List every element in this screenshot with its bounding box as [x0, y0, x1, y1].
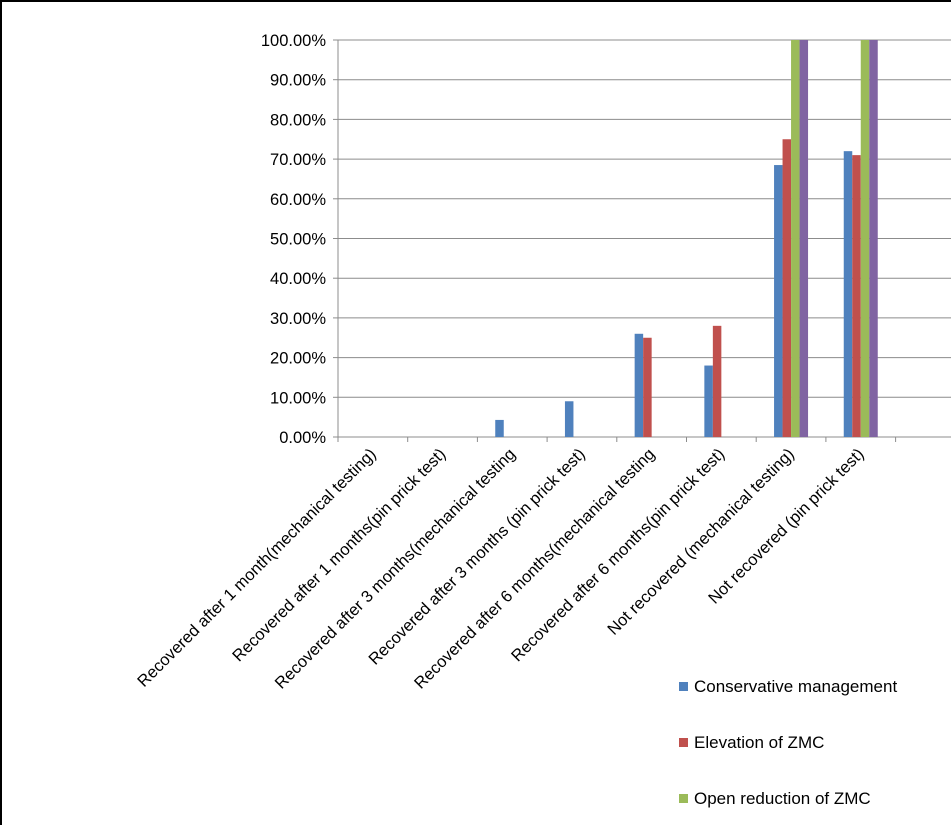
- bar: [774, 165, 783, 437]
- y-tick-label: 100.00%: [261, 32, 326, 50]
- y-tick-label: 90.00%: [270, 72, 326, 90]
- bar: [634, 333, 644, 437]
- bar: [782, 139, 792, 437]
- y-tick-label: 0.00%: [279, 429, 326, 447]
- bar: [712, 325, 722, 437]
- x-tick-labels: Recovered after 1 month(mechanical testi…: [134, 445, 867, 692]
- y-tick-label: 40.00%: [270, 270, 326, 288]
- gridlines: [338, 39, 951, 398]
- y-tick-label: 80.00%: [270, 111, 326, 129]
- y-tick-label: 20.00%: [270, 350, 326, 368]
- legend-swatch: [679, 738, 688, 747]
- bar: [869, 40, 878, 437]
- legend-label: Elevation of ZMC: [694, 733, 824, 752]
- bar: [643, 337, 652, 437]
- y-tick-label: 30.00%: [270, 310, 326, 328]
- bar: [704, 365, 713, 437]
- bar: [564, 401, 574, 437]
- legend-swatch: [679, 682, 688, 691]
- bar: [791, 40, 800, 437]
- y-tick-label: 70.00%: [270, 151, 326, 169]
- y-tick-label: 50.00%: [270, 231, 326, 249]
- x-tick-label: Recovered after 6 months(mechanical test…: [411, 445, 658, 692]
- bar: [843, 151, 853, 437]
- y-tick-label: 10.00%: [270, 389, 326, 407]
- bar: [495, 419, 504, 437]
- x-tick-label: Not recovered (pin prick test): [705, 445, 868, 608]
- legend-label: Conservative management: [694, 677, 897, 696]
- x-tick-label: Recovered after 3 months(mechanical test…: [272, 445, 519, 692]
- legend-label: Open reduction of ZMC: [694, 789, 871, 808]
- bar: [799, 40, 809, 437]
- legend-swatch: [679, 794, 688, 803]
- bar: [860, 40, 870, 437]
- bar: [852, 155, 861, 437]
- x-tick-label: Recovered after 1 month(mechanical testi…: [134, 445, 380, 691]
- bars: [495, 40, 878, 437]
- y-tick-label: 60.00%: [270, 191, 326, 209]
- legend: Conservative management Elevation of ZMC O…: [679, 677, 897, 808]
- y-tick-labels: 0.00% 10.00% 20.00% 30.00% 40.00% 50.00% 60.00…: [261, 32, 326, 447]
